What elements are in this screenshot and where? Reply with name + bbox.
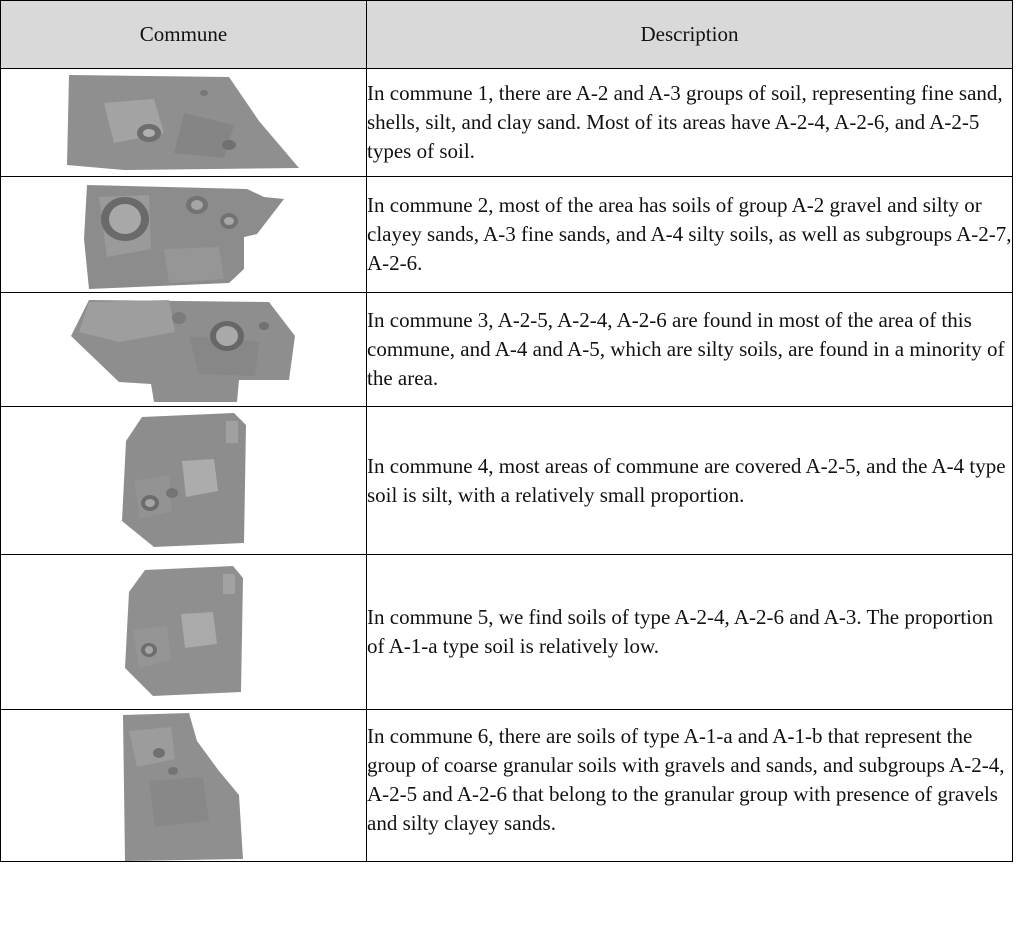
description-cell: In commune 4, most areas of commune are …	[366, 406, 1013, 555]
commune-4-map-image	[121, 412, 246, 547]
commune-map-cell	[0, 176, 367, 293]
commune-map-cell	[0, 709, 367, 862]
header-row: Commune Description	[0, 0, 1013, 69]
table-row: In commune 4, most areas of commune are …	[0, 406, 1013, 555]
table-row: In commune 3, A-2-5, A-2-4, A-2-6 are fo…	[0, 292, 1013, 407]
commune-5-map-image	[124, 566, 243, 696]
table-row: In commune 5, we find soils of type A-2-…	[0, 554, 1013, 710]
description-cell: In commune 3, A-2-5, A-2-4, A-2-6 are fo…	[366, 292, 1013, 407]
description-cell: In commune 6, there are soils of type A-…	[366, 709, 1013, 862]
commune-2-map-image	[83, 184, 284, 289]
commune-1-map-image	[66, 74, 299, 170]
description-cell: In commune 5, we find soils of type A-2-…	[366, 554, 1013, 710]
table-row: In commune 2, most of the area has soils…	[0, 176, 1013, 293]
commune-3-map-image	[70, 299, 295, 402]
description-cell: In commune 2, most of the area has soils…	[366, 176, 1013, 293]
commune-6-map-image	[122, 712, 243, 861]
commune-map-cell	[0, 292, 367, 407]
commune-map-cell	[0, 68, 367, 177]
soil-table: Commune Description In commune 1, there …	[0, 0, 1013, 862]
table-row: In commune 1, there are A-2 and A-3 grou…	[0, 68, 1013, 177]
commune-header: Commune	[0, 0, 367, 69]
commune-map-cell	[0, 406, 367, 555]
table-row: In commune 6, there are soils of type A-…	[0, 709, 1013, 862]
description-cell: In commune 1, there are A-2 and A-3 grou…	[366, 68, 1013, 177]
description-header: Description	[366, 0, 1013, 69]
commune-map-cell	[0, 554, 367, 710]
